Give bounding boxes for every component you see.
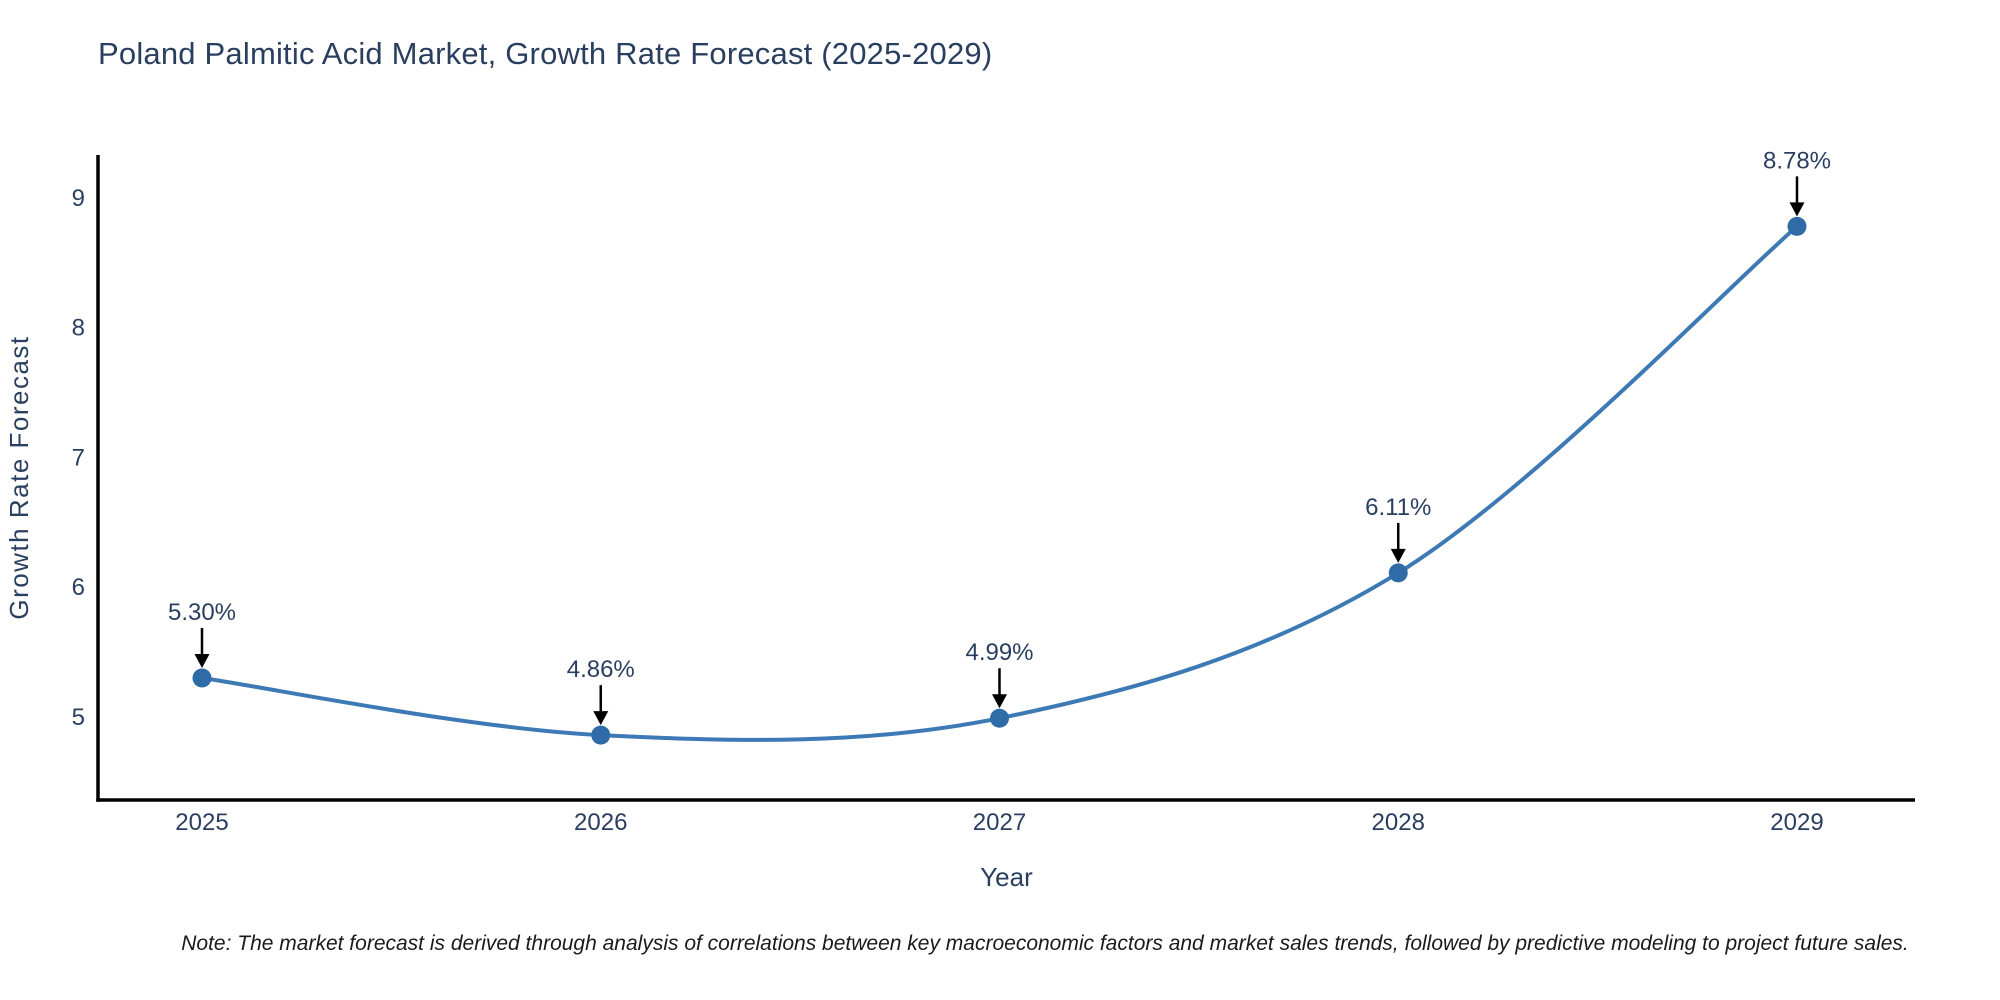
point-value-annotation: 6.11% xyxy=(1365,494,1431,521)
x-tick-label: 2027 xyxy=(973,809,1026,836)
x-tick-label: 2029 xyxy=(1770,809,1823,836)
annotation-arrow-head-icon xyxy=(194,654,210,669)
y-tick-label: 9 xyxy=(72,185,85,212)
y-axis-title: Growth Rate Forecast xyxy=(4,335,34,619)
point-value-annotation: 4.99% xyxy=(965,639,1033,666)
trend-line xyxy=(200,224,1799,742)
methodology-note: Note: The market forecast is derived thr… xyxy=(181,932,1909,955)
y-tick-label: 8 xyxy=(72,315,85,342)
y-tick-label: 5 xyxy=(72,704,85,731)
annotation-arrow-head-icon xyxy=(992,694,1007,709)
data-point-2025[interactable] xyxy=(192,668,212,688)
point-value-annotation: 8.78% xyxy=(1763,147,1831,174)
x-axis-title: Year xyxy=(980,862,1033,892)
annotation-arrow-head-icon xyxy=(593,711,609,726)
data-point-2028[interactable] xyxy=(1388,563,1408,583)
y-tick-label: 6 xyxy=(72,574,85,601)
chart-title: Poland Palmitic Acid Market, Growth Rate… xyxy=(98,36,993,71)
point-value-annotation: 4.86% xyxy=(567,656,635,683)
x-tick-label: 2026 xyxy=(574,809,627,836)
y-tick-label: 7 xyxy=(72,444,85,471)
data-point-2027[interactable] xyxy=(990,708,1009,728)
x-tick-label: 2028 xyxy=(1372,809,1425,836)
annotation-arrow-head-icon xyxy=(1789,202,1805,217)
annotation-arrow-head-icon xyxy=(1390,548,1406,563)
data-point-2029[interactable] xyxy=(1787,216,1807,236)
point-value-annotation: 5.30% xyxy=(168,599,236,626)
data-point-2026[interactable] xyxy=(591,725,611,745)
growth-rate-line-chart: 5 6 7 8 9 2025 2026 2027 2028 2029 5.30% 4.86% 4.99%… xyxy=(4,147,1915,892)
x-tick-label: 2025 xyxy=(175,809,228,836)
